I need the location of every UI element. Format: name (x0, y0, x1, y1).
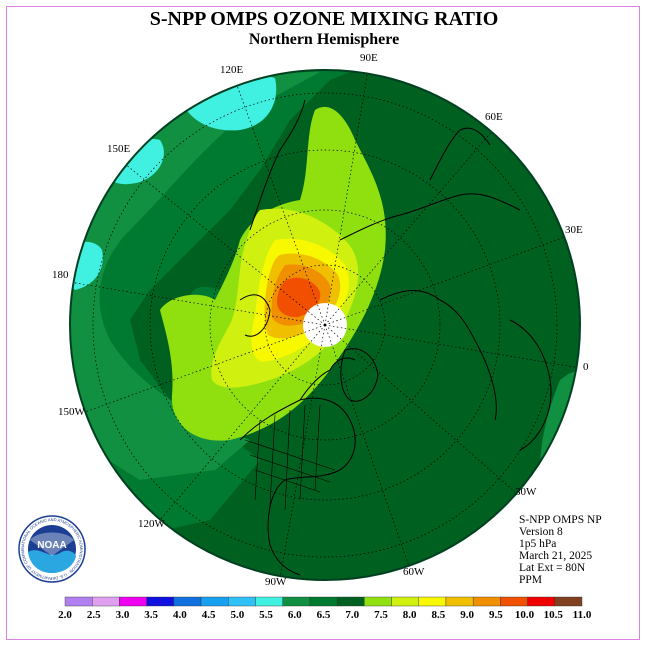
graticule (70, 70, 580, 579)
colorbar-label: 8.5 (432, 609, 446, 621)
colorbar-swatch (255, 596, 283, 607)
colorbar-label: 10.0 (515, 609, 535, 621)
colorbar-label: 10.5 (544, 609, 564, 621)
colorbar-label: 7.5 (374, 609, 388, 621)
colorbar-label: 9.0 (460, 609, 474, 621)
colorbar-label: 3.5 (144, 609, 158, 621)
colorbar-label: 8.0 (403, 609, 417, 621)
colorbar-swatch (336, 596, 365, 607)
lon-label-150w: 150W (58, 406, 86, 418)
colorbar-label: 6.5 (317, 609, 331, 621)
colorbar-label: 2.0 (58, 609, 72, 621)
colorbar-swatch (309, 596, 338, 607)
colorbar-swatch (146, 596, 175, 607)
lon-label-30w: 30W (515, 486, 537, 498)
coast-europe (379, 290, 497, 421)
colorbar-swatch (391, 596, 419, 607)
lon-label-180: 180 (52, 269, 69, 281)
colorbar-label: 4.5 (202, 609, 216, 621)
info-block: S-NPP OMPS NP Version 8 1p5 hPa March 21… (519, 514, 602, 586)
coast-greenland (340, 348, 379, 402)
coast-siberia (339, 193, 521, 241)
coast-east-asia (249, 99, 306, 231)
info-lat-ext: Lat Ext = 80N (519, 562, 586, 574)
map-subtitle: Northern Hemisphere (248, 31, 400, 48)
colorbar-label: 9.5 (489, 609, 503, 621)
colorbar-label: 5.0 (230, 609, 244, 621)
colorbar-swatch (92, 596, 120, 607)
coast-alaska (239, 294, 271, 337)
colorbar-label: 7.0 (345, 609, 359, 621)
colorbar-swatch (119, 596, 147, 607)
noaa-logo-text: NOAA (37, 540, 66, 551)
colorbar-swatch (200, 596, 229, 607)
coast-africa (509, 319, 552, 451)
colorbar-swatch (364, 596, 392, 607)
info-version: Version 8 (519, 526, 563, 538)
colorbar-swatch (527, 596, 555, 607)
us-state-lines (244, 404, 336, 511)
figure-frame (6, 6, 640, 640)
lon-label-90e: 90E (360, 52, 378, 64)
field-5-5-west (108, 139, 164, 185)
coast-arctic-canada (299, 357, 356, 401)
lon-label-60e: 60E (485, 111, 503, 123)
lon-label-120e: 120E (220, 64, 244, 76)
colorbar-swatch (472, 596, 501, 607)
lon-label-150e: 150E (107, 143, 131, 155)
colorbar-swatch (228, 596, 256, 607)
map-border (69, 69, 581, 581)
colorbar-swatch (173, 596, 202, 607)
colorbar (64, 596, 583, 607)
colorbar-swatch (282, 596, 311, 607)
field-10-0 (277, 277, 321, 318)
lon-label-0: 0 (583, 361, 589, 373)
lon-label-120w: 120W (138, 518, 166, 530)
colorbar-label: 11.0 (573, 609, 592, 621)
colorbar-label: 5.5 (259, 609, 273, 621)
info-level: 1p5 hPa (519, 538, 557, 550)
lon-label-30e: 30E (565, 224, 583, 236)
colorbar-swatch (64, 596, 93, 607)
info-units: PPM (519, 574, 543, 586)
info-product: S-NPP OMPS NP (519, 514, 602, 526)
coastlines (239, 99, 552, 576)
colorbar-label: 4.0 (173, 609, 187, 621)
colorbar-labels: 2.0 2.5 3.0 3.5 4.0 4.5 5.0 5.5 6.0 6.5 7.0 7.5 8.0 8… (58, 609, 592, 621)
colorbar-swatch (500, 596, 528, 607)
colorbar-label: 2.5 (87, 609, 101, 621)
colorbar-swatch (418, 596, 447, 607)
colorbar-swatch (445, 596, 474, 607)
map-title: S-NPP OMPS OZONE MIXING RATIO (149, 8, 499, 30)
info-date: March 21, 2025 (519, 550, 593, 562)
colorbar-label: 6.0 (288, 609, 302, 621)
lon-label-90w: 90W (265, 576, 287, 588)
colorbar-label: 3.0 (116, 609, 130, 621)
colorbar-swatch (554, 596, 583, 607)
coast-north-america (239, 397, 356, 576)
lon-label-60w: 60W (403, 566, 425, 578)
coast-central-asia (429, 127, 491, 181)
